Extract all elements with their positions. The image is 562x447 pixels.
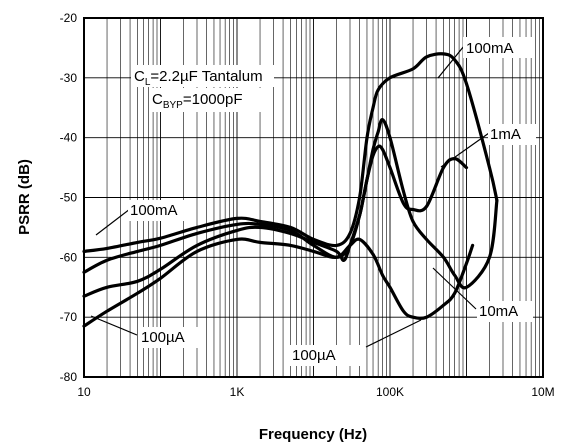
- series-line-10ma: [82, 118, 499, 298]
- x-tick-label: 1K: [230, 385, 245, 399]
- series-label-100ma-top: 100mA: [463, 37, 533, 58]
- annotation-cl: CL=2.2µF Tantalum: [131, 65, 274, 88]
- y-axis-title: PSRR (dB): [16, 159, 33, 235]
- y-tick-label: -60: [60, 250, 78, 264]
- y-tick-label: -20: [60, 11, 78, 25]
- series-line-100ua: [82, 237, 475, 328]
- plot-frame: [83, 17, 544, 378]
- svg-text:1mA: 1mA: [490, 126, 521, 143]
- leader-100ma-left: [95, 208, 131, 236]
- svg-text:CL=2.2µF Tantalum: CL=2.2µF Tantalum: [134, 68, 263, 88]
- leader-100ua-right: [365, 319, 422, 348]
- x-tick-label: 10: [77, 385, 91, 399]
- leader-1ma: [440, 132, 490, 168]
- leader-100ma-top: [437, 45, 465, 79]
- series-layer: [82, 52, 499, 328]
- svg-text:100mA: 100mA: [130, 202, 178, 219]
- y-tick-label: -80: [60, 370, 78, 384]
- tick-labels: 10 1K 100K 10M -80 -70 -60 -50 -40 -30 -20: [60, 11, 555, 399]
- y-tick-label: -40: [60, 131, 78, 145]
- leader-10ma: [432, 267, 477, 310]
- svg-text:100µA: 100µA: [141, 329, 185, 346]
- leader-lines: [90, 45, 490, 348]
- x-tick-label: 100K: [376, 385, 404, 399]
- svg-text:CBYP=1000pF: CBYP=1000pF: [152, 91, 243, 111]
- y-tick-label: -70: [60, 310, 78, 324]
- svg-text:100mA: 100mA: [466, 40, 514, 57]
- y-tick-label: -50: [60, 191, 78, 205]
- svg-text:10mA: 10mA: [479, 303, 518, 320]
- y-tick-label: -30: [60, 71, 78, 85]
- x-tick-label: 10M: [531, 385, 554, 399]
- series-label-1ma: 1mA: [488, 124, 536, 145]
- series-label-10ma: 10mA: [477, 301, 533, 322]
- series-label-100ua-left: 100µA: [138, 327, 206, 348]
- annotation-cbyp: CBYP=1000pF: [149, 88, 273, 112]
- series-label-100ua-right: 100µA: [289, 345, 365, 366]
- leader-100ua-left: [90, 315, 138, 336]
- series-label-100ma-left: 100mA: [128, 200, 196, 221]
- series-line-100ma: [82, 52, 499, 253]
- svg-text:100µA: 100µA: [292, 347, 336, 364]
- x-axis-title: Frequency (Hz): [259, 426, 367, 443]
